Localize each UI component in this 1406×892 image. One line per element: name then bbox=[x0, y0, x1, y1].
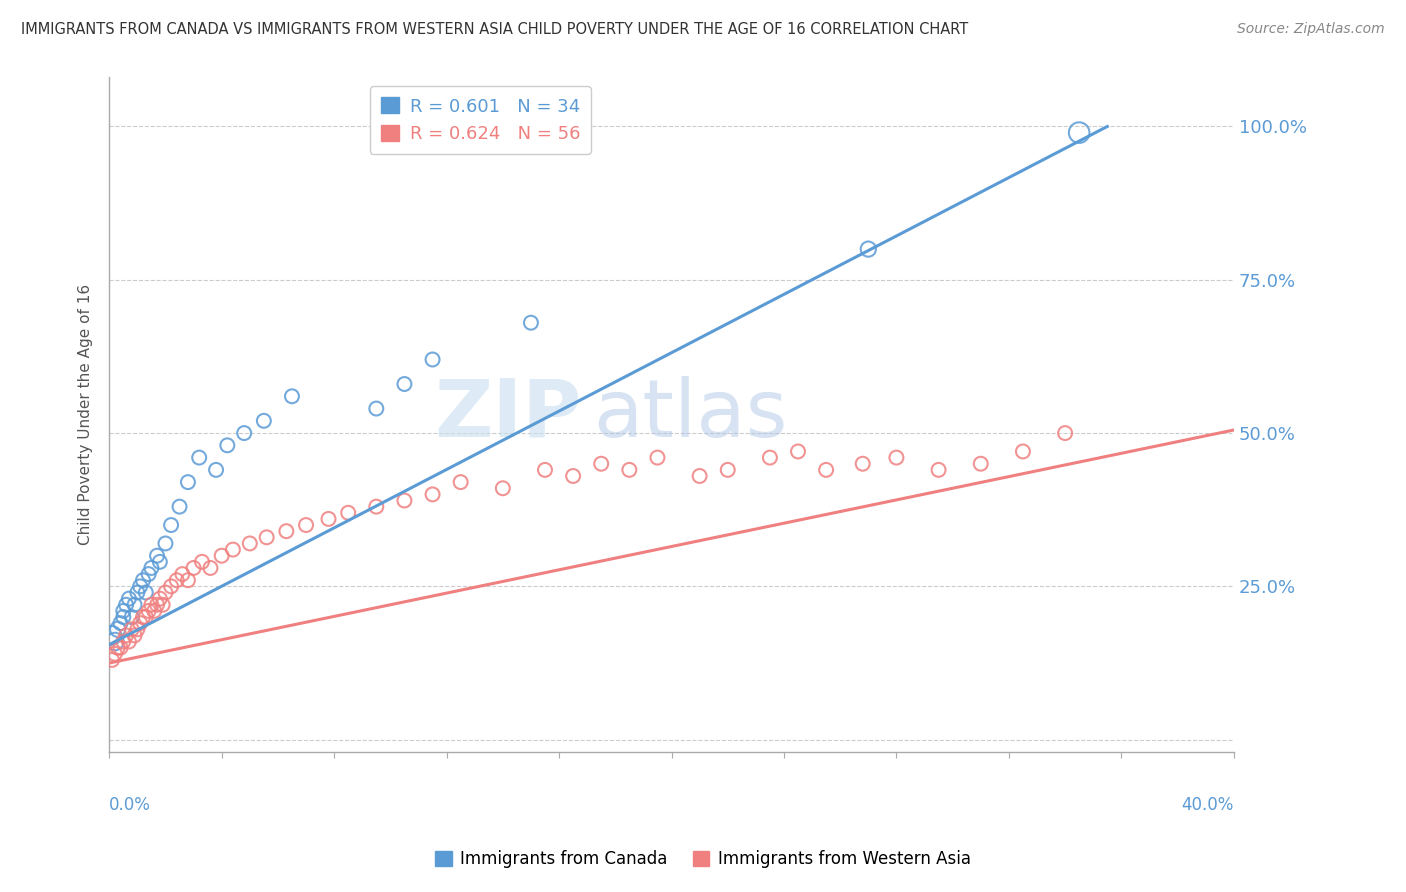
Point bbox=[129, 579, 152, 593]
Point bbox=[366, 401, 388, 416]
Point bbox=[970, 457, 993, 471]
Point bbox=[222, 542, 245, 557]
Point bbox=[155, 585, 177, 599]
Point bbox=[337, 506, 360, 520]
Text: 40.0%: 40.0% bbox=[1181, 796, 1234, 814]
Point bbox=[217, 438, 239, 452]
Point bbox=[619, 463, 641, 477]
Point bbox=[759, 450, 782, 465]
Point bbox=[169, 500, 191, 514]
Text: atlas: atlas bbox=[593, 376, 787, 454]
Point bbox=[394, 493, 416, 508]
Point bbox=[121, 622, 143, 636]
Point bbox=[132, 573, 155, 587]
Point bbox=[118, 634, 141, 648]
Point bbox=[534, 463, 557, 477]
Point bbox=[104, 647, 127, 661]
Point bbox=[110, 640, 132, 655]
Point bbox=[211, 549, 233, 563]
Point bbox=[647, 450, 669, 465]
Point bbox=[112, 604, 135, 618]
Point bbox=[239, 536, 262, 550]
Point bbox=[886, 450, 908, 465]
Point bbox=[101, 628, 124, 642]
Point bbox=[107, 640, 129, 655]
Text: 0.0%: 0.0% bbox=[110, 796, 150, 814]
Point bbox=[149, 591, 172, 606]
Point bbox=[422, 352, 444, 367]
Point bbox=[1012, 444, 1035, 458]
Point bbox=[200, 561, 222, 575]
Point bbox=[104, 634, 127, 648]
Point bbox=[858, 242, 880, 256]
Point bbox=[233, 426, 256, 441]
Point bbox=[135, 585, 157, 599]
Point bbox=[689, 469, 711, 483]
Point bbox=[152, 598, 174, 612]
Point bbox=[177, 573, 200, 587]
Point bbox=[422, 487, 444, 501]
Point bbox=[115, 628, 138, 642]
Point bbox=[815, 463, 838, 477]
Point bbox=[281, 389, 304, 403]
Point bbox=[146, 598, 169, 612]
Point bbox=[1069, 126, 1091, 140]
Text: IMMIGRANTS FROM CANADA VS IMMIGRANTS FROM WESTERN ASIA CHILD POVERTY UNDER THE A: IMMIGRANTS FROM CANADA VS IMMIGRANTS FRO… bbox=[21, 22, 969, 37]
Point bbox=[155, 536, 177, 550]
Point bbox=[160, 518, 183, 533]
Point bbox=[172, 567, 194, 582]
Point bbox=[132, 610, 155, 624]
Point bbox=[591, 457, 613, 471]
Point bbox=[124, 628, 146, 642]
Point bbox=[928, 463, 950, 477]
Point bbox=[852, 457, 875, 471]
Point bbox=[188, 450, 211, 465]
Point bbox=[562, 469, 585, 483]
Point bbox=[112, 634, 135, 648]
Point bbox=[787, 444, 810, 458]
Point bbox=[115, 598, 138, 612]
Point bbox=[129, 616, 152, 631]
Point bbox=[141, 561, 163, 575]
Text: ZIP: ZIP bbox=[434, 376, 582, 454]
Point bbox=[166, 573, 188, 587]
Point bbox=[124, 598, 146, 612]
Point bbox=[191, 555, 214, 569]
Point bbox=[127, 585, 149, 599]
Legend: Immigrants from Canada, Immigrants from Western Asia: Immigrants from Canada, Immigrants from … bbox=[429, 844, 977, 875]
Point bbox=[101, 653, 124, 667]
Point bbox=[110, 616, 132, 631]
Point bbox=[256, 530, 278, 544]
Text: Source: ZipAtlas.com: Source: ZipAtlas.com bbox=[1237, 22, 1385, 37]
Point bbox=[138, 567, 160, 582]
Point bbox=[141, 598, 163, 612]
Point bbox=[394, 377, 416, 392]
Point bbox=[492, 481, 515, 495]
Y-axis label: Child Poverty Under the Age of 16: Child Poverty Under the Age of 16 bbox=[79, 285, 93, 545]
Point bbox=[143, 604, 166, 618]
Legend: R = 0.601   N = 34, R = 0.624   N = 56: R = 0.601 N = 34, R = 0.624 N = 56 bbox=[370, 87, 591, 153]
Point bbox=[366, 500, 388, 514]
Point bbox=[520, 316, 543, 330]
Point bbox=[253, 414, 276, 428]
Point bbox=[177, 475, 200, 489]
Point bbox=[318, 512, 340, 526]
Point bbox=[183, 561, 205, 575]
Point bbox=[149, 555, 172, 569]
Point bbox=[295, 518, 318, 533]
Point bbox=[146, 549, 169, 563]
Point bbox=[276, 524, 298, 538]
Point bbox=[138, 604, 160, 618]
Point bbox=[205, 463, 228, 477]
Point bbox=[717, 463, 740, 477]
Point bbox=[160, 579, 183, 593]
Point bbox=[127, 622, 149, 636]
Point bbox=[112, 610, 135, 624]
Point bbox=[118, 591, 141, 606]
Point bbox=[121, 610, 143, 624]
Point bbox=[1054, 426, 1077, 441]
Point bbox=[135, 610, 157, 624]
Point bbox=[107, 622, 129, 636]
Point bbox=[450, 475, 472, 489]
